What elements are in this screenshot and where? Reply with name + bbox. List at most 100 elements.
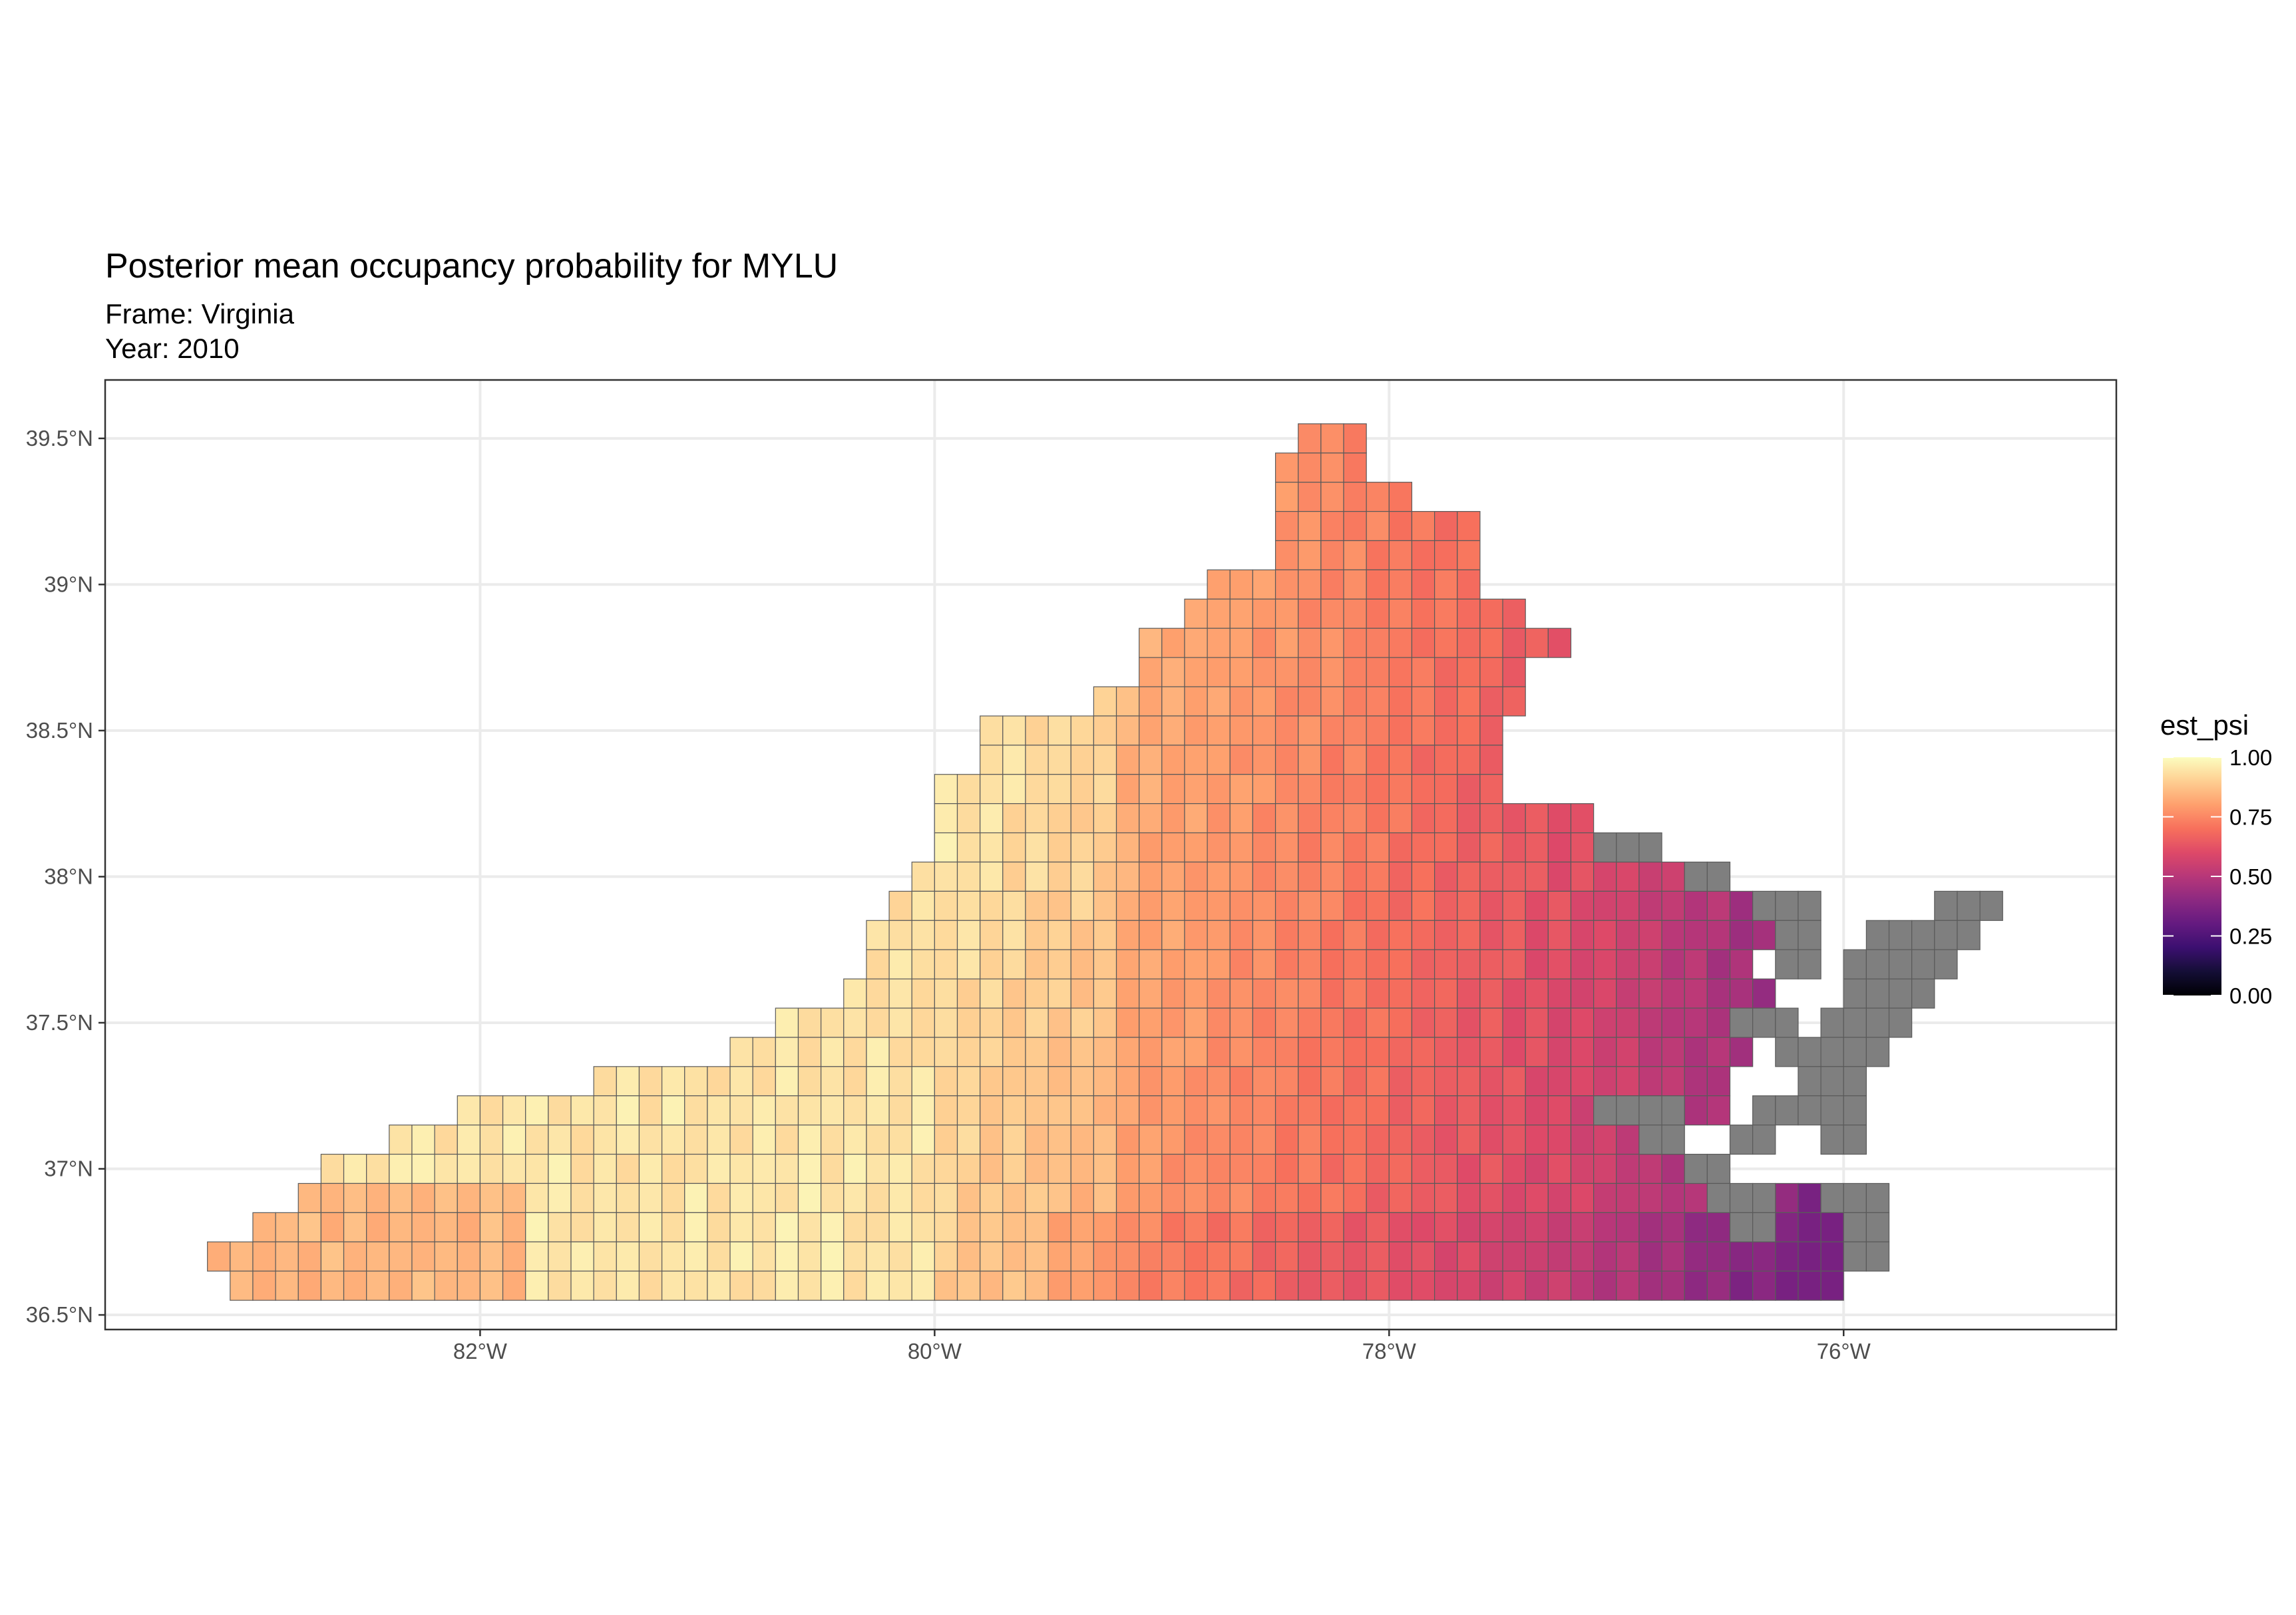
- grid-cell: [1139, 861, 1163, 892]
- grid-cell: [1320, 774, 1344, 805]
- grid-cell: [1434, 978, 1458, 1009]
- grid-cell-na: [1775, 1007, 1799, 1038]
- grid-cell: [457, 1270, 481, 1301]
- grid-cell: [1139, 1212, 1163, 1242]
- grid-cell: [911, 890, 935, 921]
- grid-cell: [684, 1182, 708, 1213]
- y-tick-label: 38.5°N: [26, 718, 93, 743]
- grid-cell: [1048, 978, 1071, 1009]
- grid-cell: [1593, 1066, 1617, 1097]
- grid-cell: [1388, 482, 1413, 512]
- grid-cell: [1457, 1095, 1481, 1126]
- grid-cell: [1115, 1270, 1140, 1301]
- subtitle-frame: Frame: Virginia: [105, 298, 294, 329]
- grid-cell-na: [1752, 1095, 1776, 1126]
- grid-cell: [1093, 1270, 1117, 1301]
- grid-cell: [1661, 949, 1685, 980]
- grid-cell: [1343, 832, 1367, 863]
- grid-cell: [1525, 1212, 1549, 1242]
- grid-cell: [1070, 1066, 1094, 1097]
- grid-cell: [1411, 1037, 1435, 1067]
- grid-cell: [821, 1241, 845, 1272]
- grid-cell: [525, 1125, 549, 1155]
- grid-cell: [1229, 598, 1254, 629]
- grid-cell: [1638, 920, 1662, 950]
- grid-cell: [1411, 803, 1435, 834]
- grid-cell: [843, 1212, 867, 1242]
- grid-cell: [1661, 890, 1685, 921]
- grid-cell: [1547, 1153, 1572, 1184]
- grid-cell: [1411, 1153, 1435, 1184]
- grid-cell-na: [1798, 949, 1821, 980]
- grid-cell: [343, 1270, 367, 1301]
- grid-cell: [1229, 715, 1254, 746]
- grid-cell: [980, 1125, 1004, 1155]
- grid-cell: [1684, 978, 1708, 1009]
- grid-cell: [866, 949, 890, 980]
- grid-cell: [1070, 949, 1094, 980]
- grid-cell: [843, 1153, 867, 1184]
- grid-cell: [1161, 1125, 1185, 1155]
- grid-cell: [1320, 1153, 1344, 1184]
- grid-cell: [1207, 1182, 1231, 1213]
- grid-cell: [1207, 832, 1231, 863]
- grid-cell: [752, 1153, 776, 1184]
- grid-cell: [1434, 1241, 1458, 1272]
- grid-cell: [1343, 890, 1367, 921]
- grid-cell: [866, 1066, 890, 1097]
- grid-cell: [1093, 803, 1117, 834]
- grid-cell: [1434, 774, 1458, 805]
- grid-cell: [411, 1212, 435, 1242]
- grid-cell: [1207, 657, 1231, 687]
- grid-cell: [1547, 949, 1572, 980]
- grid-cell: [479, 1270, 504, 1301]
- grid-cell: [934, 1066, 958, 1097]
- grid-cell: [1525, 978, 1549, 1009]
- grid-cell: [911, 1153, 935, 1184]
- grid-cell: [1457, 540, 1481, 571]
- grid-cell: [1343, 1270, 1367, 1301]
- grid-cell: [1025, 832, 1049, 863]
- grid-cell: [1525, 628, 1549, 658]
- grid-cell: [1093, 774, 1117, 805]
- grid-cell: [1002, 1270, 1026, 1301]
- grid-cell: [1411, 510, 1435, 542]
- grid-cell: [1207, 1212, 1231, 1242]
- grid-cell: [1570, 861, 1595, 892]
- grid-cell: [911, 1241, 935, 1272]
- grid-cell: [1252, 598, 1276, 629]
- grid-cell: [1207, 1007, 1231, 1038]
- grid-cell: [1388, 978, 1413, 1009]
- grid-cell: [1274, 452, 1299, 483]
- chart-subtitle: Frame: Virginia Year: 2010: [105, 297, 294, 366]
- grid-cell: [1274, 1125, 1299, 1155]
- grid-cell: [1184, 920, 1208, 950]
- grid-cell: [1570, 1095, 1595, 1126]
- grid-cell: [1274, 628, 1299, 658]
- grid-cell: [1207, 978, 1231, 1009]
- grid-cell: [1366, 745, 1390, 775]
- grid-cell: [1252, 628, 1276, 658]
- grid-cell: [1366, 861, 1390, 892]
- grid-cell: [1570, 1241, 1595, 1272]
- grid-cell-na: [1798, 1037, 1821, 1067]
- grid-cell: [1411, 598, 1435, 629]
- grid-cell: [502, 1095, 526, 1126]
- grid-cell: [888, 949, 912, 980]
- grid-cell-na: [1888, 978, 1913, 1009]
- grid-cell: [1298, 1270, 1322, 1301]
- grid-cell: [1457, 949, 1481, 980]
- grid-cell: [956, 978, 981, 1009]
- grid-cell: [1366, 510, 1390, 542]
- grid-cell: [434, 1182, 458, 1213]
- grid-cell: [775, 1007, 799, 1038]
- grid-cell-na: [1865, 1037, 1890, 1067]
- grid-cell: [1161, 832, 1185, 863]
- grid-cell: [1320, 949, 1344, 980]
- grid-cell-na: [1729, 1125, 1754, 1155]
- grid-cell: [1366, 832, 1390, 863]
- grid-cell: [434, 1153, 458, 1184]
- grid-cell: [1434, 1037, 1458, 1067]
- grid-cell: [1366, 1241, 1390, 1272]
- grid-cell: [1184, 1125, 1208, 1155]
